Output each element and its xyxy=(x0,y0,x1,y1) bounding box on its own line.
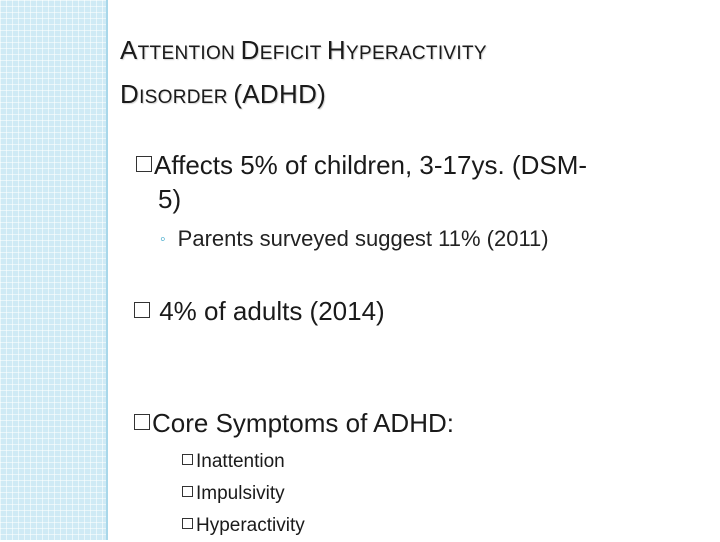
list-item: Inattention xyxy=(182,446,582,478)
bullet-text: 4% of adults (2014) xyxy=(152,296,385,326)
sub-bullet-parents-survey: ◦ Parents surveyed suggest 11% (2011) xyxy=(160,224,700,257)
checkbox-square-icon xyxy=(134,302,150,319)
title-word-2: EFICIT xyxy=(259,43,327,64)
checkbox-square-icon xyxy=(182,518,193,530)
bullet-adult-prevalence: 4% of adults (2014) xyxy=(134,294,694,328)
bullet-text-line1: Affects 5% of children, 3-17ys. (DSM- xyxy=(154,150,588,180)
list-item: Impulsivity xyxy=(182,478,582,510)
ring-icon: ◦ xyxy=(160,231,166,248)
title-cap-2: D xyxy=(240,35,260,65)
decorative-left-band xyxy=(0,0,106,540)
list-item: Hyperactivity xyxy=(182,510,582,542)
title-word-3: YPERACTIVITY xyxy=(346,43,487,64)
bullet-core-symptoms: Core Symptoms of ADHD: xyxy=(134,406,694,440)
title-cap-3: H xyxy=(326,35,346,65)
title-line-1: ATTENTION DEFICIT HYPERACTIVITY xyxy=(120,30,700,74)
bullet-text: Core Symptoms of ADHD: xyxy=(152,408,454,438)
title-word-1: TTENTION xyxy=(137,43,241,64)
bullet-text-line2: 5) xyxy=(158,184,182,214)
checkbox-square-icon xyxy=(134,414,150,431)
bullet-children-prevalence: Affects 5% of children, 3-17ys. (DSM- 5) xyxy=(136,148,696,216)
checkbox-square-icon xyxy=(182,486,193,498)
title-line-2: DISORDER (ADHD) xyxy=(120,74,700,118)
title-acronym: (ADHD) xyxy=(233,79,327,109)
checkbox-square-icon xyxy=(182,454,193,466)
sub-bullet-text: Parents surveyed suggest 11% (2011) xyxy=(177,226,549,251)
symptom-inattention: Inattention xyxy=(196,451,285,472)
title-cap-4: D xyxy=(120,79,140,109)
title-cap-1: A xyxy=(120,35,138,65)
symptom-hyperactivity: Hyperactivity xyxy=(196,515,305,536)
checkbox-square-icon xyxy=(136,156,152,173)
symptom-list: Inattention Impulsivity Hyperactivity xyxy=(182,446,582,542)
symptom-impulsivity: Impulsivity xyxy=(196,483,285,504)
slide-title: ATTENTION DEFICIT HYPERACTIVITY DISORDER… xyxy=(120,30,700,118)
decorative-divider xyxy=(106,0,108,540)
title-word-4: ISORDER xyxy=(139,87,234,108)
